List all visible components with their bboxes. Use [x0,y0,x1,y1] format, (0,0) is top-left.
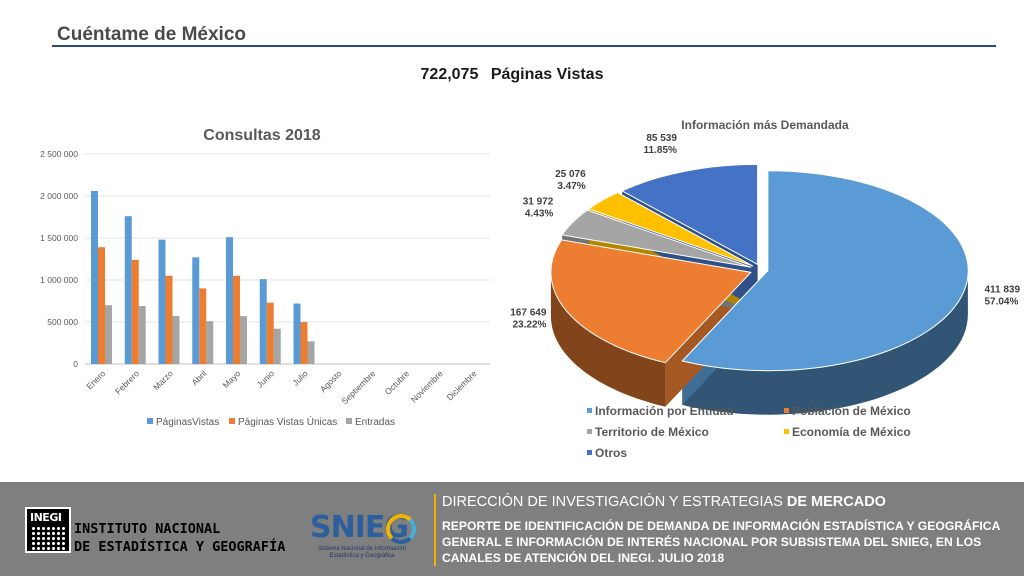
page-title: Cuéntame de México [57,24,246,45]
legend-label: PáginasVistas [156,417,219,428]
x-tick-label: Septiembre [340,368,378,406]
x-tick-label: Abril [189,368,208,387]
bar-entradas [172,316,180,364]
x-tick-label: Mayo [221,368,243,390]
inegi-name-line2: DE ESTADÍSTICA Y GEOGRAFÍA [74,539,286,555]
x-tick-label: Junio [255,368,277,390]
footer-heading: DIRECCIÓN DE INVESTIGACIÓN Y ESTRATEGIAS… [442,494,886,510]
pie-chart-title: Información más Demandada [681,118,849,132]
legend-swatch [587,429,592,434]
legend-swatch [147,418,153,424]
total-page-views-label: Páginas Vistas [490,66,604,83]
bar-páginasvistas [259,279,267,364]
snieg-subtitle: Sistema Nacional de Información Estadíst… [317,546,407,559]
footer-heading-bold: DE MERCADO [786,494,886,510]
footer-report: REPORTE DE IDENTIFICACIÓN DE DEMANDA DE … [442,519,1000,565]
bar-páginasvistas [124,216,132,364]
snieg-logo: SNIEG Sistema Nacional de Información Es… [306,510,418,562]
pie-territorio-de-m-xico-slice [561,209,752,268]
total-page-views: 722,075 Páginas Vistas [0,66,1024,84]
legend-label: Otros [595,446,627,460]
bar-páginasvistas [192,257,200,364]
x-tick-label: Febrero [113,368,141,396]
legend-swatch [587,408,592,413]
pie-informaci-n-por-entidad-slice [681,170,969,372]
y-tick-label: 1 500 000 [40,233,78,243]
bar-entradas [138,306,146,364]
legend-label: Economía de México [792,425,911,439]
x-tick-label: Diciembre [444,368,478,402]
bar-chart-title: Consultas 2018 [203,127,320,144]
consultas-bar-chart: Consultas 2018 0 500 000 1 000 000 1 500 000… [40,127,490,428]
legend-swatch [229,418,235,424]
data-label-percent: 3.47% [557,181,585,192]
bar-entradas [206,321,214,364]
data-label-value: 167 649 [510,307,547,318]
data-label-value: 31 972 [523,196,554,207]
inegi-logo-pattern [31,526,67,550]
data-label-value: 411 839 [984,284,1020,295]
bar-páginas-vistas-únicas [131,259,139,364]
legend-label: Información por Entidad [595,404,734,418]
legend-label: Población de México [792,404,911,418]
footer-heading-regular: DIRECCIÓN DE INVESTIGACIÓN Y ESTRATEGIAS [442,494,783,510]
x-tick-label: Marzo [151,368,175,392]
bar-entradas [240,316,247,364]
bar-entradas [307,341,315,364]
y-tick-label: 2 500 000 [40,149,78,159]
bar-páginasvistas [158,239,166,364]
footer-divider [434,494,436,566]
legend-label: Páginas Vistas Únicas [238,415,337,428]
x-tick-label: Agosto [318,368,344,394]
pie-econom-a-de-m-xico-slice [587,191,754,267]
legend-swatch [784,429,789,434]
snieg-ring-icon [386,514,416,544]
legend-swatch [587,450,592,455]
data-label-percent: 4.43% [525,208,553,219]
bar-páginasvistas [226,237,233,364]
x-tick-label: Octubre [383,368,412,397]
legend-swatch [346,418,352,424]
y-tick-label: 500 000 [47,317,78,327]
pie-poblaci-n-de-m-xico-slice [550,239,752,364]
bar-entradas [105,305,112,364]
footer-band [0,482,1024,576]
bar-páginas-vistas-únicas [98,247,105,364]
pie-otros-slice [620,163,759,266]
data-label-value: 85 539 [646,133,677,144]
inegi-name: INSTITUTO NACIONAL DE ESTADÍSTICA Y GEOG… [74,520,285,556]
pie-informaci-n-por-entidad-side [682,270,968,415]
bar-páginasvistas [91,190,98,364]
data-label-value: 25 076 [555,169,586,180]
total-page-views-value: 722,075 [420,66,479,83]
x-tick-label: Noviembre [409,368,445,404]
y-tick-label: 2 000 000 [40,191,78,201]
legend-label: Entradas [355,417,395,428]
data-label-percent: 57.04% [984,296,1018,307]
y-tick-label: 0 [73,359,78,369]
bar-páginas-vistas-únicas [165,275,173,364]
inegi-logo: INEGI [25,507,71,553]
x-tick-label: Enero [84,368,107,391]
x-tick-label: Julio [290,368,310,388]
inegi-logo-tag: INEGI [30,511,62,524]
legend-label: Territorio de México [595,425,709,439]
bar-páginas-vistas-únicas [233,275,240,364]
bar-páginas-vistas-únicas [199,288,207,364]
legend-swatch [784,408,789,413]
y-tick-label: 1 000 000 [40,275,78,285]
bar-entradas [273,328,281,364]
data-label-percent: 11.85% [644,145,677,156]
title-underline [52,45,996,47]
bar-páginas-vistas-únicas [266,302,274,364]
data-label-percent: 23.22% [512,319,546,330]
pie-poblaci-n-de-m-xico-side [550,272,666,407]
inegi-name-line1: INSTITUTO NACIONAL [74,521,221,537]
bar-páginasvistas [293,303,301,364]
bar-páginas-vistas-únicas [300,322,308,364]
